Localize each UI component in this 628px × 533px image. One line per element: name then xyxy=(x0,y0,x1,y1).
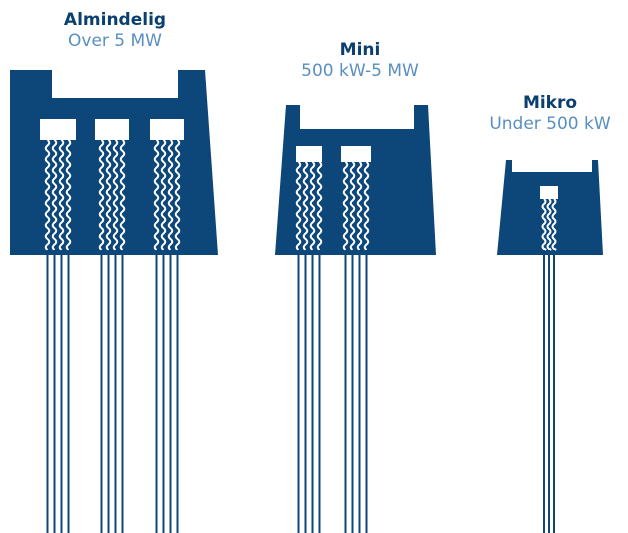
turbine-box xyxy=(40,119,76,140)
plant-name: Mikro xyxy=(522,93,578,113)
water-wave xyxy=(160,139,167,251)
water-wave xyxy=(546,198,552,251)
label-mini: Mini 500 kW-5 MW xyxy=(275,40,445,83)
water-wave xyxy=(51,139,58,251)
water-wave xyxy=(342,161,349,251)
plant-range: Over 5 MW xyxy=(68,31,162,52)
water-wave xyxy=(167,139,174,251)
turbine-box xyxy=(95,119,129,140)
water-wave xyxy=(153,139,160,251)
turbine-box xyxy=(296,146,322,162)
turbine-box xyxy=(540,186,558,199)
plant-name: Mini xyxy=(339,40,381,60)
plant-building xyxy=(275,105,436,255)
water-wave xyxy=(58,139,65,251)
water-wave xyxy=(295,161,302,251)
water-wave xyxy=(105,139,112,251)
water-wave xyxy=(119,139,126,251)
plant-building xyxy=(497,160,603,255)
turbine-box xyxy=(150,119,184,140)
water-wave xyxy=(44,139,51,251)
water-wave xyxy=(551,198,557,251)
water-wave xyxy=(302,161,309,251)
plant-name: Almindelig xyxy=(63,10,167,30)
label-almindelig: Almindelig Over 5 MW xyxy=(30,10,200,53)
water-wave xyxy=(112,139,119,251)
water-wave xyxy=(65,139,72,251)
plant-range: 500 kW-5 MW xyxy=(301,61,419,82)
water-wave xyxy=(316,161,323,251)
plant-range: Under 500 kW xyxy=(489,114,611,135)
water-wave xyxy=(98,139,105,251)
turbine-box xyxy=(341,146,371,162)
water-wave xyxy=(309,161,316,251)
water-wave xyxy=(363,161,370,251)
water-wave xyxy=(541,198,547,251)
water-wave xyxy=(349,161,356,251)
water-wave xyxy=(174,139,181,251)
label-mikro: Mikro Under 500 kW xyxy=(470,93,628,136)
water-wave xyxy=(356,161,363,251)
